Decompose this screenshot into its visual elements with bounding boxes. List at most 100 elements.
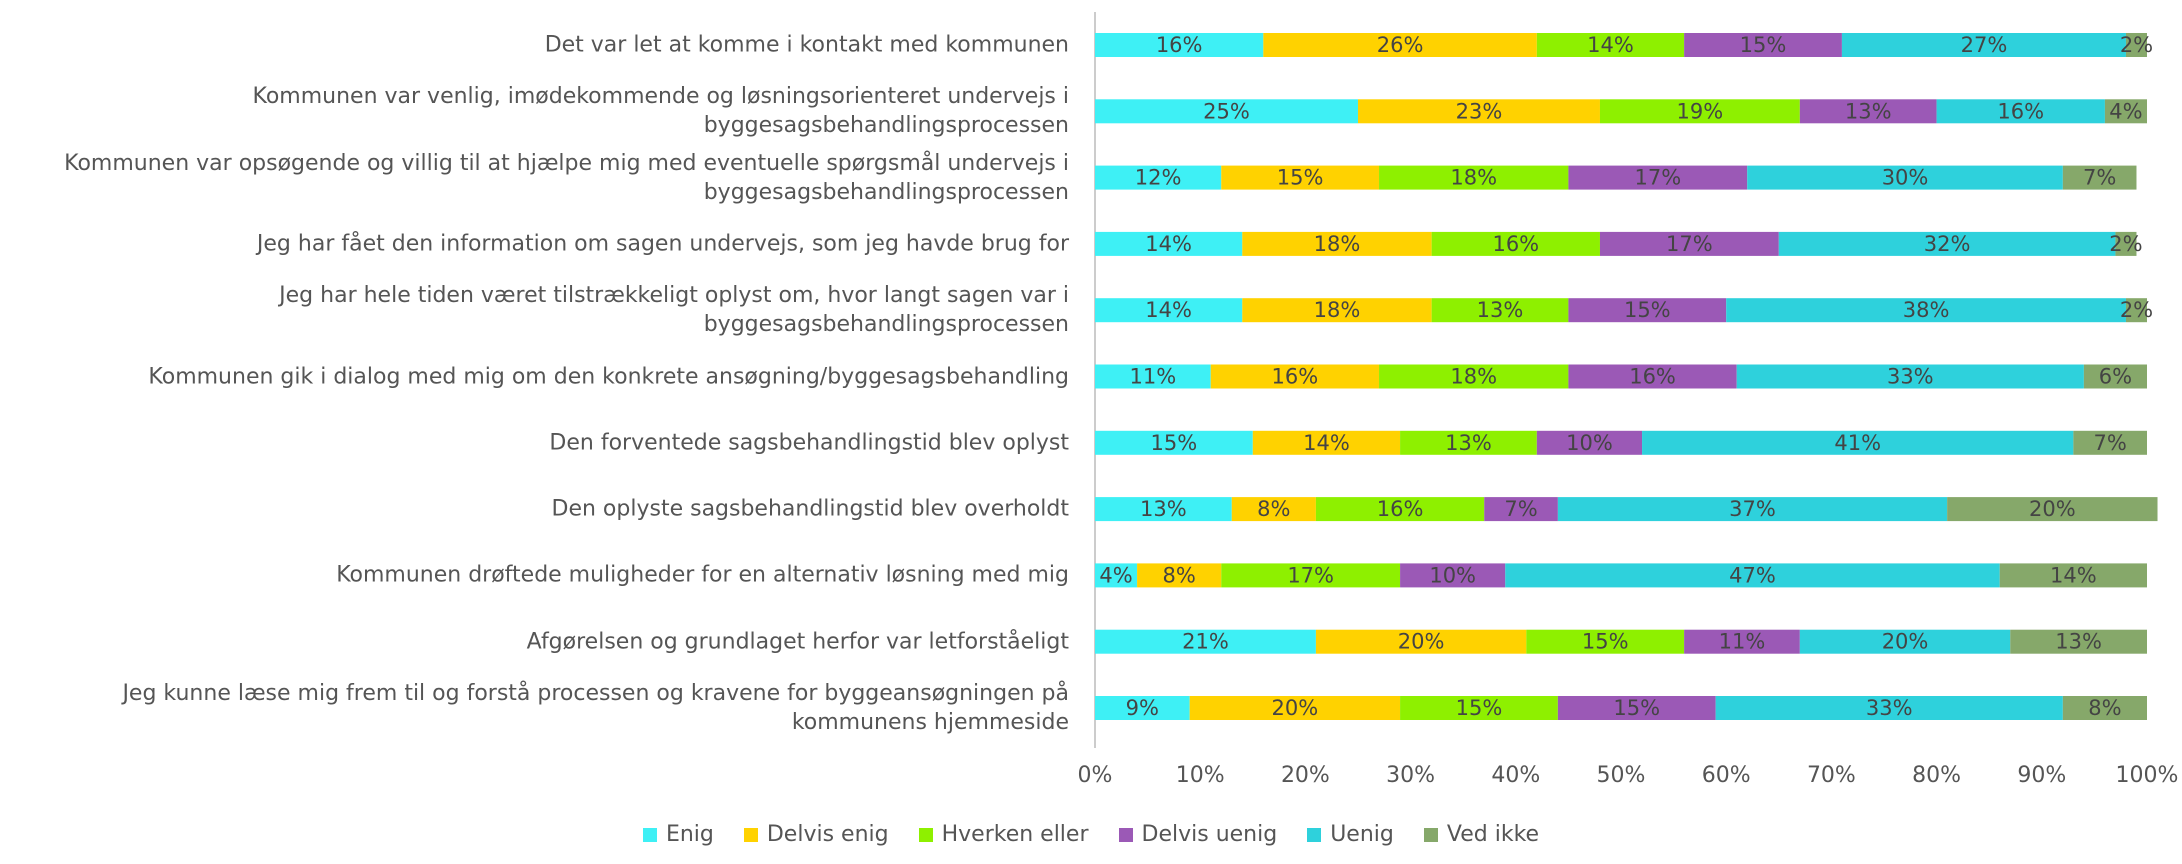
value-label: 11% xyxy=(1130,365,1177,389)
value-label: 16% xyxy=(1629,365,1676,389)
bar-segment xyxy=(2104,99,2147,124)
value-label: 14% xyxy=(2050,563,2097,587)
value-label: 16% xyxy=(1997,99,2044,123)
category-label: Den oplyste sagsbehandlingstid blev over… xyxy=(551,496,1069,522)
bar-segment xyxy=(1526,629,1685,654)
value-label: 18% xyxy=(1450,365,1497,389)
bar-segment xyxy=(2125,298,2147,323)
bar-segment xyxy=(1726,298,2126,323)
value-label: 15% xyxy=(1624,298,1671,322)
bar-segment xyxy=(1095,563,1138,588)
value-label: 15% xyxy=(1613,696,1660,720)
bar-segment xyxy=(1684,629,1800,654)
bar-segment xyxy=(2010,629,2147,654)
x-tick-label: 80% xyxy=(1912,763,1961,788)
value-label: 14% xyxy=(1303,431,1350,455)
category-label: Jeg kunne læse mig frem til og forstå pr… xyxy=(122,681,1069,735)
bar-segment xyxy=(1684,33,1842,57)
value-label: 12% xyxy=(1135,166,1182,190)
value-label: 14% xyxy=(1145,232,1192,256)
bar-segment xyxy=(1221,563,1401,588)
category-label: Det var let at komme i kontakt med kommu… xyxy=(544,32,1069,58)
bar-segment xyxy=(2115,231,2137,256)
bar-segment xyxy=(1189,696,1401,720)
bar-segment xyxy=(1715,696,2063,720)
bar-segment xyxy=(1642,430,2074,455)
x-tick-label: 90% xyxy=(2017,763,2066,788)
value-label: 20% xyxy=(2029,497,2076,521)
value-label: 17% xyxy=(1287,563,1334,587)
legend-swatch xyxy=(1423,827,1438,842)
value-label: 2% xyxy=(2120,298,2153,322)
value-label: 16% xyxy=(1377,497,1424,521)
bar-segment xyxy=(1315,497,1485,522)
value-label: 18% xyxy=(1314,298,1361,322)
value-label: 15% xyxy=(1277,166,1324,190)
bar-segment xyxy=(1431,231,1600,256)
bar-segment xyxy=(1095,298,1243,323)
value-label: 9% xyxy=(1126,696,1159,720)
bar-segment xyxy=(1568,298,1727,323)
bar-segment xyxy=(1379,165,1569,190)
value-label: 20% xyxy=(1882,630,1929,654)
legend-item: Delvis uenig xyxy=(1118,822,1278,847)
bar-segment xyxy=(1095,99,1358,124)
bar-segment xyxy=(1557,696,1716,720)
value-label: 15% xyxy=(1740,33,1787,57)
category-label: Kommunen drøftede muligheder for en alte… xyxy=(336,562,1069,588)
bar-segment xyxy=(1095,430,1253,455)
bar-segment xyxy=(1599,231,1779,256)
value-label: 8% xyxy=(1257,497,1290,521)
value-label: 8% xyxy=(1162,563,1195,587)
value-label: 17% xyxy=(1666,232,1713,256)
bar-segment xyxy=(1841,33,2126,57)
value-label: 13% xyxy=(1477,298,1524,322)
value-label: 15% xyxy=(1151,431,1198,455)
bar-segment xyxy=(1747,165,2063,190)
value-label: 19% xyxy=(1677,99,1724,123)
category-label: Jeg har hele tiden været tilstrækkeligt … xyxy=(279,283,1069,338)
value-label: 7% xyxy=(2083,166,2116,190)
bar-segment xyxy=(1400,563,1506,588)
bar-segment xyxy=(1379,364,1569,389)
value-label: 16% xyxy=(1272,365,1319,389)
legend-item: Hverken eller xyxy=(918,822,1089,847)
bar-segment xyxy=(2083,364,2147,389)
value-label: 16% xyxy=(1156,33,1203,57)
bar-segment xyxy=(1947,497,2158,522)
bar-segment xyxy=(1095,165,1222,190)
bar-segment xyxy=(1431,298,1569,323)
legend-label: Delvis uenig xyxy=(1141,822,1278,847)
value-label: 13% xyxy=(1845,99,1892,123)
bar-segment xyxy=(1358,99,1600,124)
value-label: 26% xyxy=(1377,33,1424,57)
value-label: 6% xyxy=(2099,365,2132,389)
bar-segment xyxy=(1252,430,1401,455)
value-label: 13% xyxy=(1445,431,1492,455)
legend-label: Enig xyxy=(665,822,714,847)
value-label: 20% xyxy=(1272,696,1319,720)
bar-segment xyxy=(1242,298,1432,323)
value-label: 4% xyxy=(1099,563,1132,587)
legend-item: Ved ikke xyxy=(1423,822,1539,847)
bar-segment xyxy=(1137,563,1222,588)
bar-segment xyxy=(1778,231,2116,256)
x-tick-label: 10% xyxy=(1176,763,1225,788)
bar-segment xyxy=(1936,99,2105,124)
value-label: 15% xyxy=(1456,696,1503,720)
value-label: 32% xyxy=(1924,232,1971,256)
legend-item: Enig xyxy=(642,822,714,847)
value-label: 14% xyxy=(1145,298,1192,322)
value-label: 10% xyxy=(1429,563,1476,587)
bar-segment xyxy=(1221,165,1380,190)
category-label: Kommunen var venlig, imødekommende og lø… xyxy=(252,84,1070,139)
legend-swatch xyxy=(1118,827,1133,842)
legend-label: Delvis enig xyxy=(766,822,889,847)
legend-item: Delvis enig xyxy=(743,822,889,847)
bar-segment xyxy=(1242,231,1432,256)
bar-segment xyxy=(1095,629,1316,654)
bar-segment xyxy=(1568,165,1748,190)
category-label: Jeg har fået den information om sagen un… xyxy=(256,231,1069,257)
x-tick-label: 30% xyxy=(1386,763,1435,788)
bar-segment xyxy=(1799,99,1937,124)
